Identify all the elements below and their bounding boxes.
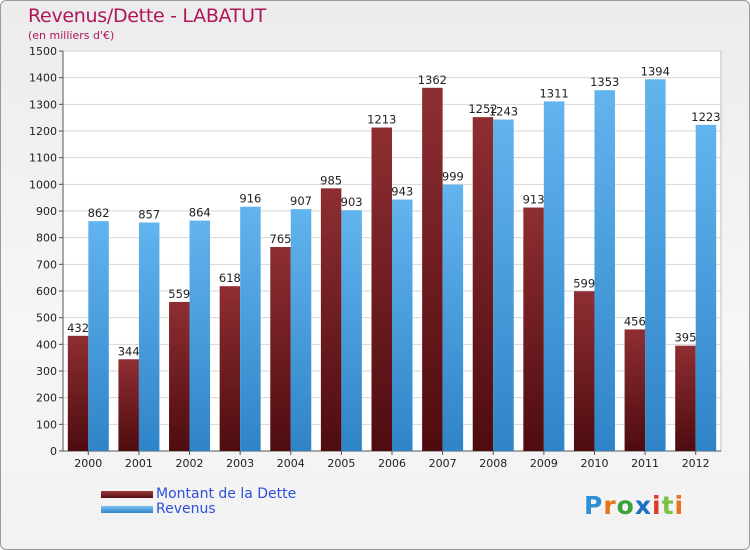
x-tick-label: 2002 — [176, 457, 204, 470]
legend-swatch-revenus — [101, 506, 153, 513]
y-tick-label: 1300 — [29, 98, 57, 111]
x-tick-label: 2007 — [429, 457, 457, 470]
bar-dette — [219, 286, 241, 451]
bar-dette — [270, 247, 291, 451]
y-tick-label: 500 — [36, 312, 57, 325]
value-label-revenus: 916 — [239, 192, 261, 206]
y-tick-label: 900 — [36, 205, 57, 218]
bar-dette — [422, 87, 443, 452]
value-label-revenus: 999 — [442, 170, 464, 184]
y-tick-label: 800 — [36, 232, 57, 245]
proxiti-logo: Proxiti — [584, 491, 684, 520]
value-label-dette: 1252 — [468, 102, 497, 116]
y-tick-label: 100 — [36, 418, 57, 431]
x-tick-label: 2005 — [327, 457, 355, 470]
bar-revenus — [240, 206, 261, 451]
value-label-revenus: 1353 — [590, 75, 619, 89]
value-label-revenus: 1223 — [691, 110, 720, 124]
value-label-dette: 395 — [674, 331, 696, 345]
bar-dette — [371, 127, 392, 452]
bar-revenus — [138, 222, 160, 451]
x-tick-label: 2001 — [125, 457, 153, 470]
value-label-revenus: 862 — [88, 206, 110, 220]
logo-letter: i — [652, 491, 662, 520]
logo-letter: i — [674, 491, 685, 520]
bar-dette — [523, 207, 544, 451]
logo-letter: r — [603, 491, 617, 520]
value-label-revenus: 943 — [391, 185, 413, 199]
value-label-dette: 985 — [320, 173, 342, 187]
bar-dette — [472, 117, 494, 451]
value-label-dette: 456 — [624, 314, 646, 328]
value-label-dette: 1213 — [367, 113, 396, 127]
x-tick-label: 2006 — [378, 457, 406, 470]
y-tick-label: 600 — [36, 285, 57, 298]
bar-revenus — [645, 79, 666, 452]
chart-subtitle: (en milliers d'€) — [28, 29, 115, 42]
x-tick-label: 2003 — [226, 457, 254, 470]
value-label-dette: 559 — [168, 287, 190, 301]
value-label-revenus: 903 — [341, 195, 363, 209]
bar-dette — [320, 188, 342, 452]
value-label-revenus: 1311 — [539, 86, 568, 100]
legend-label-revenus: Revenus — [156, 501, 216, 517]
value-label-dette: 432 — [67, 321, 89, 335]
y-tick-label: 1000 — [29, 178, 57, 191]
logo-letter: t — [661, 491, 675, 520]
bar-dette — [624, 329, 646, 451]
bar-revenus — [442, 184, 464, 451]
y-tick-label: 400 — [36, 338, 57, 351]
x-tick-label: 2011 — [631, 457, 659, 470]
bar-dette — [118, 359, 139, 451]
value-label-dette: 765 — [270, 232, 292, 246]
logo-letter: P — [584, 491, 604, 520]
x-tick-label: 2012 — [682, 457, 710, 470]
bar-revenus — [341, 210, 362, 451]
bar-revenus — [594, 90, 615, 451]
legend-swatch-dette — [101, 491, 153, 498]
value-label-revenus: 1243 — [489, 105, 518, 119]
y-tick-label: 0 — [50, 445, 57, 458]
value-label-dette: 913 — [523, 193, 545, 207]
y-tick-label: 1500 — [29, 45, 57, 58]
logo-letter: o — [616, 491, 635, 520]
bar-dette — [169, 301, 190, 451]
bar-revenus — [543, 101, 565, 452]
bar-revenus — [88, 221, 109, 451]
y-tick-label: 200 — [36, 392, 57, 405]
value-label-dette: 344 — [118, 344, 140, 358]
value-label-dette: 618 — [219, 271, 241, 285]
x-tick-label: 2009 — [530, 457, 558, 470]
bar-revenus — [493, 119, 514, 452]
y-tick-label: 700 — [36, 258, 57, 271]
bar-dette — [67, 335, 89, 451]
chart-title: Revenus/Dette - LABATUT — [28, 5, 266, 27]
y-tick-label: 1400 — [29, 72, 57, 85]
bar-revenus — [695, 124, 717, 451]
bar-dette — [573, 291, 595, 451]
bar-dette — [675, 345, 696, 451]
y-tick-label: 1200 — [29, 125, 57, 138]
value-label-revenus: 907 — [290, 194, 312, 208]
logo-letter: x — [634, 491, 652, 520]
x-tick-label: 2004 — [277, 457, 305, 470]
value-label-dette: 1362 — [418, 73, 447, 87]
value-label-dette: 599 — [573, 276, 595, 290]
bar-revenus — [189, 220, 211, 451]
bar-revenus — [290, 209, 312, 451]
x-tick-label: 2008 — [479, 457, 507, 470]
y-tick-label: 300 — [36, 365, 57, 378]
y-tick-label: 1100 — [29, 152, 57, 165]
value-label-revenus: 864 — [189, 206, 211, 220]
value-label-revenus: 857 — [138, 207, 160, 221]
x-tick-label: 2000 — [74, 457, 102, 470]
bar-revenus — [392, 199, 413, 451]
legend-label-dette: Montant de la Dette — [156, 486, 297, 502]
value-label-revenus: 1394 — [641, 64, 670, 78]
x-tick-label: 2010 — [580, 457, 608, 470]
